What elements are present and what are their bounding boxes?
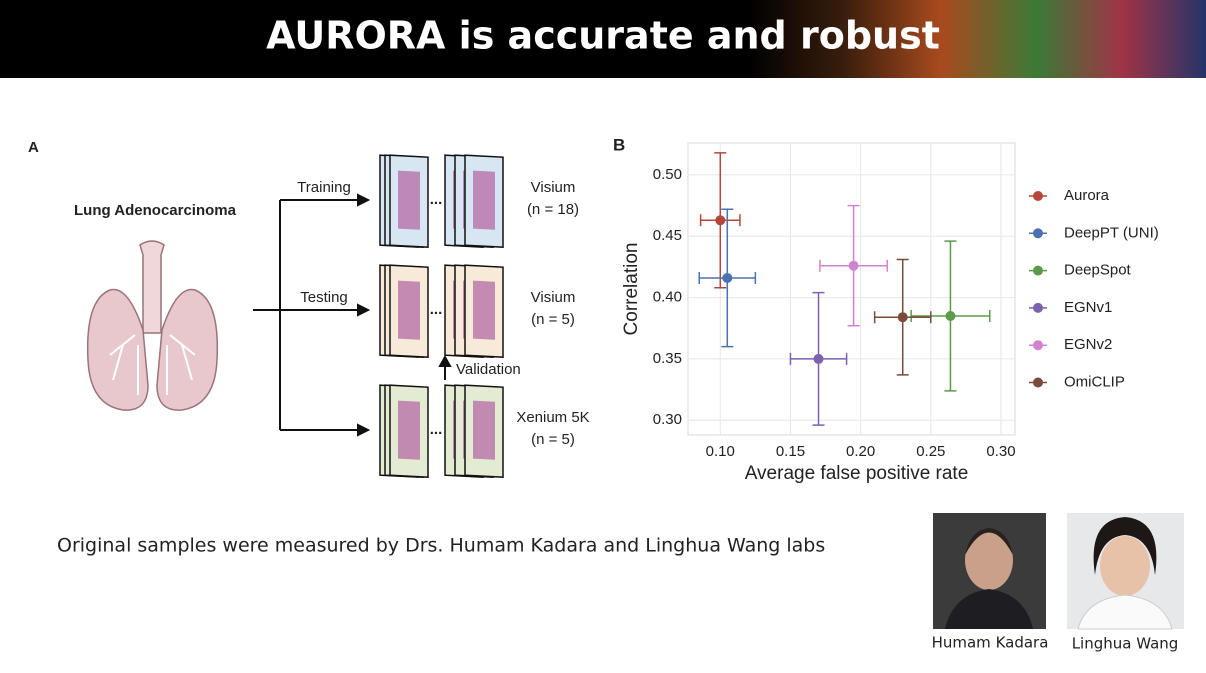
header-bar: [0, 0, 1206, 78]
count-label: (n = 5): [531, 311, 575, 328]
point: [897, 312, 908, 323]
legend-label: DeepPT (UNI): [1064, 224, 1159, 241]
photo: [933, 513, 1046, 629]
count-label: (n = 5): [531, 431, 575, 448]
x-tick-label: 0.25: [916, 443, 945, 460]
split-label: Training: [297, 179, 351, 196]
panel-a: A Lung Adenocarcinoma ... Training Visium (…: [28, 139, 590, 478]
y-tick-label: 0.50: [653, 166, 682, 183]
ellipsis: ...: [430, 421, 443, 438]
legend-label: DeepSpot: [1064, 262, 1132, 279]
ellipsis: ...: [430, 191, 443, 208]
legend-label: Aurora: [1064, 187, 1110, 204]
x-tick-label: 0.30: [986, 443, 1015, 460]
panel-label: A: [28, 139, 39, 156]
legend-label: EGNv1: [1064, 299, 1112, 316]
platform-label: Visium: [531, 179, 576, 196]
point: [722, 272, 733, 283]
legend-key: [1033, 191, 1043, 201]
point: [848, 260, 859, 271]
tissue: [398, 400, 420, 460]
platform-label: Visium: [531, 289, 576, 306]
legend-key: [1033, 340, 1043, 351]
point: [945, 310, 956, 321]
y-tick-label: 0.30: [653, 411, 682, 428]
ellipsis: ...: [430, 301, 443, 318]
caption: Original samples were measured by Drs. H…: [57, 535, 825, 557]
x-tick-label: 0.15: [776, 443, 805, 460]
tissue: [473, 280, 495, 340]
tissue: [398, 280, 420, 340]
count-label: (n = 18): [527, 201, 579, 218]
tissue: [473, 170, 495, 230]
tissue-label: Lung Adenocarcinoma: [74, 202, 237, 219]
legend-key: [1033, 228, 1043, 239]
y-tick-label: 0.35: [653, 350, 682, 367]
lungs-icon: [86, 240, 219, 411]
point: [715, 215, 726, 226]
tissue: [398, 170, 420, 230]
y-axis-label: Correlation: [621, 243, 642, 336]
x-tick-label: 0.10: [706, 443, 735, 460]
legend-key: [1033, 302, 1043, 313]
flow-lines: [253, 193, 452, 437]
y-tick-label: 0.45: [653, 227, 682, 244]
person-name: Humam Kadara: [932, 634, 1049, 652]
split-label: Testing: [300, 289, 348, 306]
person-name: Linghua Wang: [1072, 635, 1179, 653]
legend-label: EGNv2: [1064, 336, 1112, 353]
photo: [1067, 513, 1184, 630]
validation-label: Validation: [456, 361, 521, 378]
platform-label: Xenium 5K: [516, 409, 589, 426]
legend-key: [1033, 377, 1043, 388]
tissue: [473, 400, 495, 460]
plot-panel: [687, 142, 1016, 436]
panel-label: B: [613, 135, 625, 154]
legend-label: OmiCLIP: [1064, 373, 1125, 390]
y-tick-label: 0.40: [653, 289, 682, 306]
chart: B 0.10 0.15 0.20 0.25 0.30 0.30 0.35 0.40 0.45 0.5…: [613, 135, 1159, 484]
point: [813, 353, 824, 364]
x-tick-label: 0.20: [846, 443, 875, 460]
x-axis-label: Average false positive rate: [745, 463, 969, 484]
legend-key: [1033, 265, 1043, 276]
slide-title: AURORA is accurate and robust: [266, 14, 940, 58]
